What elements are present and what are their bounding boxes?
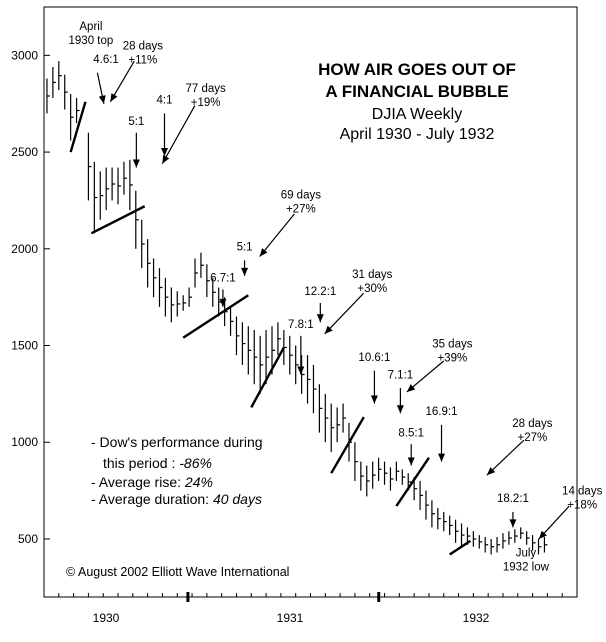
arrow-head [132, 159, 140, 168]
x-tick-label: 1932 [463, 611, 490, 625]
annotation-label: 5:1 [237, 242, 253, 254]
arrow-head [297, 366, 305, 375]
annotation-label: +19% [191, 97, 221, 109]
chart-title-line2: A FINANCIAL BUBBLE [325, 82, 508, 101]
annotation-label: 8.5:1 [398, 427, 424, 439]
annotation-label: 5:1 [128, 116, 144, 128]
annotation-label: 14 days [562, 485, 603, 497]
chart-title-line1: HOW AIR GOES OUT OF [318, 60, 516, 79]
arrow-head [538, 530, 547, 539]
stat-period-label: this period : [103, 455, 179, 471]
annotation-label: 7.1:1 [388, 369, 414, 381]
arrow-head [407, 457, 415, 466]
annotation-label: 1932 low [503, 561, 550, 573]
arrow-head [219, 298, 227, 307]
y-tick-label: 2500 [11, 145, 38, 159]
stat-average-duration-label: - Average duration: [91, 491, 213, 507]
trendline [90, 205, 146, 235]
arrow-head [259, 248, 268, 257]
annotation-arrow [324, 292, 365, 335]
trendline [182, 294, 249, 339]
annotation-label: 12.2:1 [304, 286, 336, 298]
copyright-notice: © August 2002 Elliott Wave International [66, 565, 289, 579]
arrow-head [316, 314, 324, 323]
stat-average-duration-value: 40 days [213, 491, 262, 507]
arrow-head [241, 267, 249, 276]
annotation-label: +18% [567, 499, 597, 511]
annotation-label: 77 days [185, 83, 226, 95]
annotation-label: 35 days [432, 338, 473, 350]
annotation-label: +27% [518, 432, 548, 444]
trendline [449, 539, 472, 556]
stat-average-rise-value: 24% [184, 474, 213, 490]
trendline [330, 416, 365, 474]
annotation-label: 1930 top [69, 35, 114, 47]
y-tick-label: 2000 [11, 242, 38, 256]
annotation-arrow [161, 105, 196, 164]
annotation-arrows [96, 60, 570, 540]
stat-average-rise-label: - Average rise: [91, 474, 185, 490]
stat-performance-label: - Dow's performance during [91, 434, 263, 450]
stat-performance-value-line: this period : -86% [103, 455, 212, 471]
annotation-label: 4:1 [156, 95, 172, 107]
y-tick-label: 1500 [11, 339, 38, 353]
annotation-label: 4.6:1 [93, 54, 119, 66]
x-tick-label: 1931 [277, 611, 304, 625]
annotation-label: July [516, 547, 537, 559]
annotation-label: 69 days [281, 190, 322, 202]
annotation-arrow [259, 213, 295, 257]
chart-period: April 1930 - July 1932 [340, 126, 495, 143]
annotation-label: +27% [286, 204, 316, 216]
annotation-label: 6.7:1 [210, 273, 236, 285]
annotation-arrow [406, 360, 445, 393]
arrow-head [396, 405, 404, 414]
y-tick-label: 1000 [11, 435, 38, 449]
stat-average-rise: - Average rise: 24% [91, 474, 213, 490]
annotation-label: +39% [437, 352, 467, 364]
trendline [395, 457, 430, 507]
annotations: April 1930 top 4.6:1 28 days +11% 5:1 4:1 77 da… [69, 21, 603, 573]
arrow-head [486, 467, 496, 476]
y-tick-label: 500 [18, 532, 38, 546]
stat-performance-value: -86% [179, 455, 212, 471]
annotation-label: +11% [128, 55, 157, 67]
price-bars [46, 61, 548, 555]
arrow-head [110, 93, 118, 102]
arrow-head [162, 154, 170, 164]
arrow-head [370, 395, 378, 404]
annotation-label: 28 days [512, 418, 553, 430]
arrow-head [98, 95, 106, 104]
x-tick-label: 1930 [93, 611, 120, 625]
annotation-arrow [486, 439, 525, 476]
chart-subtitle: DJIA Weekly [372, 106, 462, 123]
x-axis: 1930 1931 1932 [43, 592, 578, 625]
annotation-label: 31 days [352, 269, 393, 281]
trendlines [69, 101, 472, 556]
annotation-label: 16.9:1 [426, 406, 458, 418]
y-tick-label: 3000 [11, 48, 38, 62]
arrow-head [509, 519, 517, 528]
stat-average-duration: - Average duration: 40 days [91, 491, 262, 507]
annotation-label: 7.8:1 [288, 319, 314, 331]
trendline [250, 346, 285, 408]
arrow-head [406, 384, 416, 392]
y-axis: 500 1000 1500 2000 2500 3000 [11, 48, 50, 546]
annotation-label: +30% [357, 283, 387, 295]
annotation-label: 28 days [123, 41, 164, 53]
annotation-label: April [79, 21, 102, 33]
trendline [69, 101, 87, 153]
annotation-label: 10.6:1 [358, 352, 390, 364]
arrow-head [160, 147, 168, 156]
annotation-label: 18.2:1 [497, 493, 529, 505]
arrow-head [438, 453, 446, 462]
arrow-head [324, 325, 333, 334]
